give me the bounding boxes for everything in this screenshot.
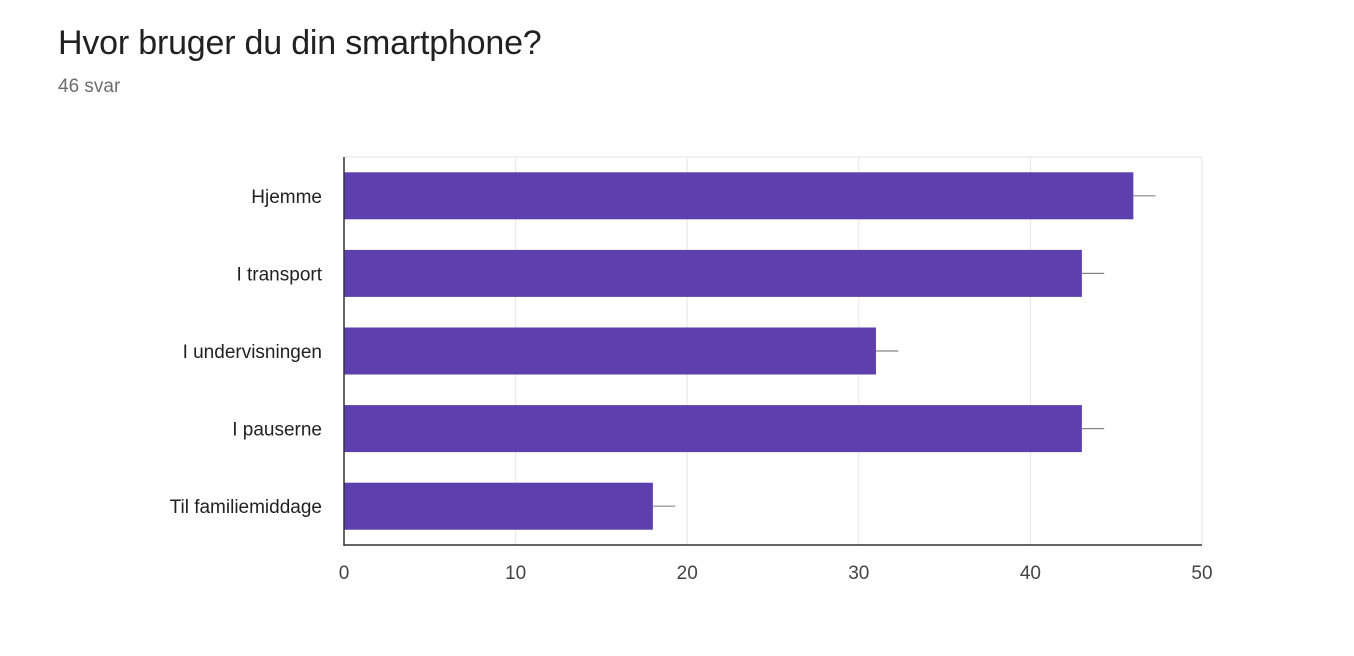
x-tick-label: 20 — [677, 563, 698, 584]
bar — [344, 172, 1134, 220]
category-label: Hjemme — [251, 187, 322, 208]
x-tick-label: 0 — [339, 563, 350, 584]
category-label: I undervisningen — [183, 342, 322, 363]
response-count: 46 svar — [58, 76, 121, 97]
question-title: Hvor bruger du din smartphone? — [58, 24, 542, 62]
bar — [344, 327, 876, 375]
bar — [344, 482, 653, 530]
bar — [344, 249, 1082, 297]
x-tick-label: 40 — [1020, 563, 1041, 584]
category-label: Til familiemiddage — [170, 497, 322, 518]
category-label: I transport — [236, 264, 322, 285]
x-tick-label: 10 — [505, 563, 526, 584]
x-tick-label: 30 — [848, 563, 869, 584]
bar — [344, 405, 1082, 453]
category-label: I pauserne — [232, 420, 322, 441]
x-tick-label: 50 — [1191, 563, 1212, 584]
